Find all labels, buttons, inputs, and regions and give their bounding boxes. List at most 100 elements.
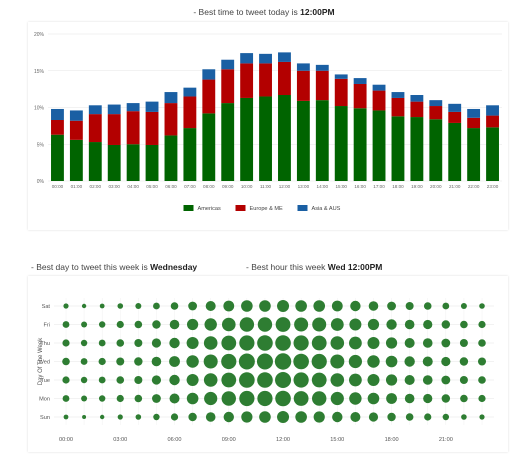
bubble [330, 354, 345, 369]
bubble [294, 317, 309, 332]
bubble [151, 338, 162, 348]
x-tick-label: 03:00 [108, 184, 120, 189]
bar-segment [486, 105, 499, 116]
bar-segment [107, 114, 121, 145]
bubble [204, 318, 217, 331]
bar-segment [429, 106, 443, 120]
bubble [151, 375, 162, 385]
bubble [98, 321, 106, 328]
bubble [459, 376, 468, 384]
bubble [169, 393, 180, 404]
bar-segment [145, 111, 159, 145]
bubble [478, 357, 486, 366]
bar-segment [486, 115, 499, 128]
bubble [385, 355, 398, 368]
bubble [153, 413, 160, 421]
bubble [404, 356, 415, 367]
x-tick-label: 04:00 [127, 184, 139, 189]
bar-segment [448, 103, 462, 112]
bubble [116, 376, 125, 384]
bubble [80, 376, 88, 384]
day-label: Wed [39, 360, 50, 366]
bubble [367, 318, 380, 331]
bubble [311, 372, 327, 388]
bubble [478, 320, 486, 329]
x-tick-label: 15:00 [335, 184, 347, 189]
bubble [330, 318, 344, 331]
bubble [186, 355, 199, 368]
x-tick-label: 21:00 [449, 184, 461, 189]
bubble [295, 300, 307, 312]
bubble [459, 357, 469, 366]
bar-segment [467, 128, 481, 181]
bar-segment [164, 92, 178, 104]
x-tick-label: 06:00 [168, 437, 182, 443]
bubble [169, 374, 180, 386]
bubble [82, 415, 87, 419]
bubble [404, 375, 415, 385]
bubble [205, 412, 216, 422]
bubble [367, 337, 380, 349]
bubble [116, 320, 124, 329]
bubble [62, 357, 70, 366]
best-day-prefix: - Best day to tweet this week is [31, 262, 151, 272]
bubble [350, 300, 361, 312]
bubble [442, 302, 450, 310]
bubble [188, 301, 198, 311]
bubble [221, 391, 236, 406]
day-label: Sat [42, 304, 51, 310]
bar-segment [164, 135, 178, 181]
x-tick-label: 13:00 [298, 184, 310, 189]
y-tick-label: 0% [37, 179, 45, 185]
bubble [275, 335, 291, 351]
bubble [461, 414, 467, 420]
day-label: Mon [39, 397, 50, 403]
bar-segment [278, 61, 291, 96]
bar-segment [88, 105, 102, 115]
bubble [99, 303, 105, 309]
bubble [331, 300, 343, 312]
x-tick-label: 20:00 [430, 184, 442, 189]
bubble [135, 414, 142, 420]
bubble [313, 411, 325, 423]
bubble [203, 336, 218, 350]
bubble [152, 394, 161, 403]
bar-segment [391, 116, 405, 181]
bubble [169, 356, 180, 367]
bubble [330, 373, 345, 387]
bar-segment [391, 92, 405, 98]
bar-segment [126, 144, 140, 181]
bubble [311, 353, 327, 370]
bubble [134, 320, 143, 329]
bar-segment [410, 95, 424, 102]
bubble [274, 353, 292, 370]
bubble [257, 317, 273, 332]
bubble [239, 317, 255, 332]
bar-segment [448, 111, 462, 123]
bubble [275, 317, 291, 332]
day-label: Thu [40, 341, 50, 347]
legend-swatch [183, 205, 194, 211]
bar-segment [51, 134, 64, 181]
x-tick-label: 21:00 [439, 437, 453, 443]
bubble [367, 392, 380, 405]
bubble [257, 372, 273, 388]
bubble [80, 358, 88, 365]
bar-segment [486, 127, 499, 181]
day-label: Tue [41, 378, 50, 384]
bubble [221, 372, 237, 388]
bubble [170, 413, 179, 421]
bubble [223, 411, 234, 423]
bar-segment [145, 101, 159, 112]
bubble [169, 319, 180, 330]
bubble [205, 301, 216, 311]
bubble [387, 412, 396, 422]
bubble [117, 303, 124, 309]
bubble [422, 338, 433, 348]
bar-segment [429, 119, 443, 181]
bubble [62, 376, 70, 384]
bar-segment [221, 59, 235, 70]
bar-segment [88, 142, 102, 181]
bar-segment [334, 106, 348, 181]
bar-segment [259, 53, 272, 64]
